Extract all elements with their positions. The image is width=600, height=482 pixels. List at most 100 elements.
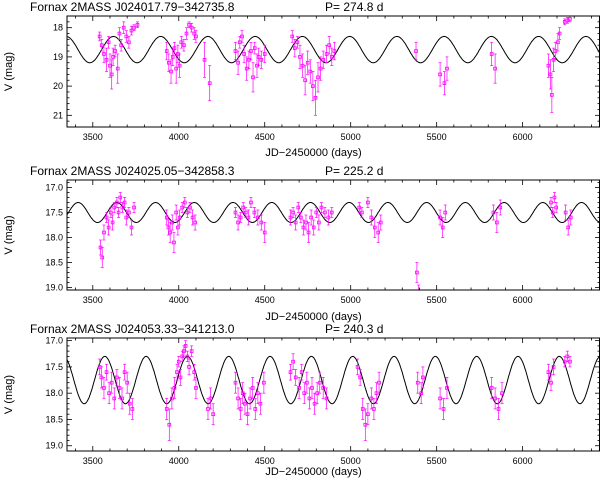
x-tick-label: 5500	[427, 456, 447, 466]
data-point	[172, 386, 177, 390]
data-point	[288, 370, 293, 374]
x-tick-label: 5000	[341, 456, 361, 466]
panel-3: Fornax 2MASS J024053.33−341213.0 P= 240.3…	[3, 322, 600, 478]
data-point	[174, 210, 178, 215]
data-point	[568, 359, 572, 364]
data-point	[329, 210, 334, 215]
data-layer	[67, 340, 600, 441]
x-axis-label: JD−2450000 (days)	[265, 147, 361, 159]
data-point	[244, 210, 248, 215]
data-point	[262, 52, 267, 56]
y-tick-label: 17.0	[45, 336, 63, 346]
data-point	[172, 240, 176, 245]
y-tick-label: 21	[53, 110, 63, 120]
data-point	[208, 396, 213, 401]
data-point	[291, 210, 295, 215]
data-point	[299, 370, 304, 374]
y-tick-label: 18.0	[45, 388, 63, 398]
panel-title: Fornax 2MASS J024025.05−342858.3	[30, 164, 235, 178]
y-tick-label: 18.5	[45, 258, 63, 268]
data-point	[568, 17, 572, 21]
model-sinusoid	[67, 355, 600, 405]
data-point	[238, 215, 243, 220]
data-point	[112, 396, 117, 401]
data-point	[297, 386, 301, 390]
data-point	[252, 210, 257, 215]
data-point	[188, 205, 192, 210]
data-point	[550, 93, 554, 97]
data-point	[290, 34, 295, 39]
data-point	[174, 66, 178, 71]
data-point	[259, 220, 264, 225]
data-point	[249, 200, 253, 205]
data-point	[556, 40, 560, 45]
data-point	[440, 225, 445, 230]
x-tick-label: 4000	[169, 456, 189, 466]
data-point	[415, 380, 420, 385]
data-point	[170, 220, 175, 225]
data-point	[372, 225, 377, 230]
data-point	[498, 205, 503, 210]
data-point	[298, 55, 302, 59]
x-axis-label: JD−2450000 (days)	[265, 466, 361, 478]
x-tick-label: 5000	[341, 295, 361, 305]
data-point	[321, 58, 325, 62]
data-point	[118, 195, 123, 200]
data-point	[372, 407, 376, 411]
data-point	[256, 55, 261, 59]
y-axis-label: V (mag)	[3, 52, 15, 91]
data-point	[258, 401, 263, 406]
data-point	[442, 81, 447, 85]
data-point	[183, 344, 188, 348]
x-tick-label: 3500	[83, 295, 103, 305]
data-point	[360, 210, 364, 215]
data-point	[164, 49, 169, 53]
data-point	[549, 200, 553, 205]
data-point	[311, 84, 315, 88]
data-point	[493, 396, 497, 401]
y-tick-label: 20	[53, 81, 63, 91]
data-point	[438, 72, 442, 77]
data-point	[211, 412, 215, 417]
data-point	[129, 225, 134, 230]
data-point	[549, 380, 553, 385]
data-point	[301, 225, 306, 230]
data-point	[100, 255, 105, 260]
data-point	[242, 52, 246, 56]
x-axis-label: JD−2450000 (days)	[265, 311, 361, 323]
data-point	[238, 407, 243, 411]
data-point	[489, 52, 494, 56]
data-point	[194, 386, 198, 390]
data-point	[109, 380, 114, 385]
x-tick-label: 4000	[169, 295, 189, 305]
model-sinusoid	[67, 202, 600, 223]
data-point	[245, 412, 250, 417]
data-point	[491, 210, 496, 215]
data-point	[189, 349, 194, 353]
data-point	[327, 43, 332, 48]
data-point	[438, 396, 442, 401]
data-point	[202, 58, 207, 62]
data-point	[299, 215, 303, 220]
x-tick-label: 4500	[255, 295, 275, 305]
y-axis-label: V (mag)	[3, 375, 15, 414]
data-point	[119, 43, 123, 48]
data-point	[355, 365, 360, 369]
data-point	[314, 210, 319, 215]
y-tick-label: 19.0	[45, 441, 63, 451]
data-point	[489, 386, 494, 390]
data-point	[130, 407, 135, 411]
data-point	[132, 205, 136, 210]
data-point	[207, 81, 212, 85]
y-tick-label: 19.0	[45, 283, 63, 293]
data-point	[566, 225, 570, 230]
data-point	[295, 40, 300, 45]
panel-2: Fornax 2MASS J024025.05−342858.3 P= 225.2…	[3, 164, 600, 323]
data-point	[176, 225, 180, 230]
data-point	[117, 31, 122, 36]
data-point	[127, 401, 132, 406]
data-point	[329, 55, 334, 59]
x-tick-label: 6000	[513, 456, 533, 466]
data-point	[113, 49, 117, 53]
data-point	[305, 380, 309, 385]
